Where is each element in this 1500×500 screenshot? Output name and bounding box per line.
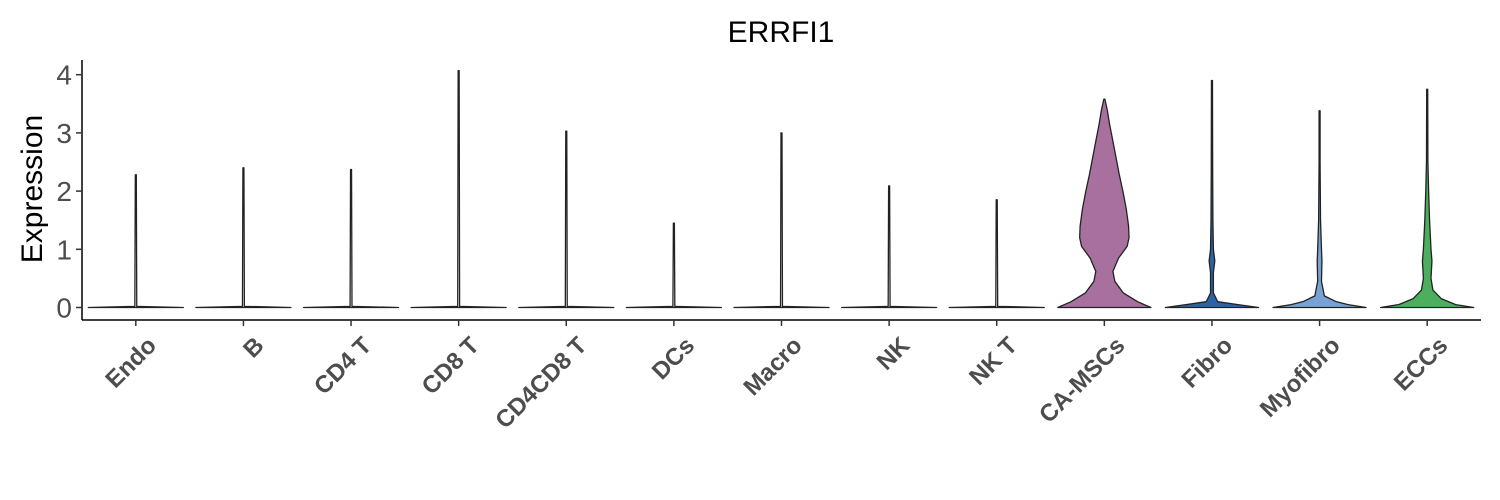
- violin-nk-t: [948, 199, 1045, 309]
- violin-cd8-t: [410, 69, 507, 309]
- x-tick-label: DCs: [647, 332, 700, 385]
- chart-title: ERRFI1: [728, 16, 835, 49]
- y-tick-label: 1: [56, 234, 72, 265]
- x-tick-label: NK T: [964, 332, 1023, 391]
- y-tick-label: 3: [56, 118, 72, 149]
- x-tick-label: B: [238, 332, 269, 363]
- violin-endo: [87, 174, 184, 309]
- y-axis-ticks: 0 1 2 3 4: [56, 60, 82, 324]
- y-tick-label: 4: [56, 60, 72, 91]
- violin-cd4cd8-t: [518, 130, 615, 309]
- y-tick-label: 2: [56, 176, 72, 207]
- violin-eccs: [1379, 88, 1475, 309]
- violin-cd4-t: [302, 168, 400, 309]
- x-axis-ticks: Endo B CD4 T CD8 T CD4CD8 T DCs Macro NK NK T CA-…: [100, 320, 1453, 434]
- x-tick-label: Myofibro: [1255, 332, 1346, 423]
- violin-fibro: [1164, 79, 1260, 309]
- violin-b: [195, 167, 292, 309]
- x-tick-label: CD8 T: [417, 332, 485, 400]
- x-tick-label: Fibro: [1177, 332, 1239, 394]
- x-tick-label: NK: [872, 332, 916, 376]
- y-tick-label: 0: [56, 293, 72, 324]
- violin-macro: [733, 132, 830, 309]
- x-tick-label: CA-MSCs: [1034, 332, 1130, 428]
- x-tick-label: ECCs: [1389, 332, 1453, 396]
- x-tick-label: Macro: [739, 332, 808, 401]
- x-tick-label: CD4 T: [309, 332, 377, 400]
- y-axis-label: Expression: [16, 115, 49, 263]
- violin-myofibro: [1272, 110, 1367, 309]
- x-tick-label: Endo: [100, 332, 162, 394]
- violin-nk: [840, 185, 938, 309]
- x-tick-label: CD4CD8 T: [490, 332, 592, 434]
- violin-group: [87, 69, 1475, 309]
- violin-ca-mscs: [1057, 98, 1152, 309]
- violin-dcs: [625, 222, 723, 309]
